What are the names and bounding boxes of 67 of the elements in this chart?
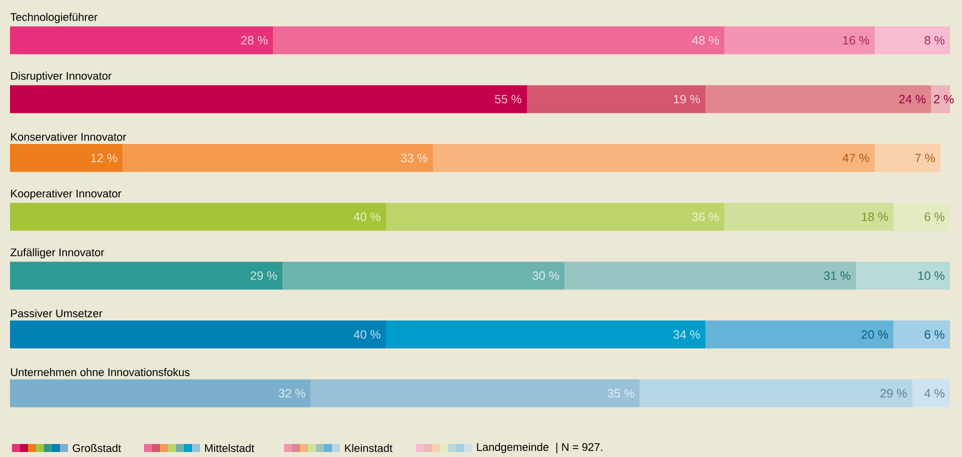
data-label: 4 % (924, 389, 944, 398)
data-label: 29 % (250, 271, 277, 280)
bar (433, 144, 875, 172)
data-label: 18 % (862, 212, 888, 222)
bar (273, 26, 724, 54)
data-label: 36 % (692, 212, 719, 222)
data-label: 40 % (354, 212, 380, 222)
bar (874, 144, 941, 172)
data-label: 34 % (674, 330, 700, 339)
data-label: 20 % (862, 330, 888, 339)
bar (122, 144, 434, 172)
data-label: 55 % (494, 94, 522, 104)
bar (706, 320, 894, 348)
bar (10, 202, 386, 231)
data-label: 7 % (915, 154, 935, 162)
bar (10, 144, 123, 172)
data-label: 47 % (842, 154, 870, 162)
data-label: 48 % (692, 36, 719, 45)
bar (894, 320, 950, 348)
text: | N = 927. (556, 442, 602, 454)
bar (386, 320, 706, 348)
bar (386, 202, 724, 231)
y-tick-label: Zufälliger Innovator (10, 248, 104, 258)
data-label: 12 % (91, 154, 118, 162)
data-label: 35 % (608, 389, 634, 398)
bar (282, 262, 565, 290)
bar (564, 262, 856, 290)
y-tick-label: Konservativer Innovator (11, 132, 126, 141)
bar (724, 26, 875, 54)
y-tick-label: Unternehmen ohne Innovationsfokus (11, 368, 190, 376)
legend-label: Landgemeinde (477, 442, 548, 454)
bar (310, 379, 640, 408)
bar (724, 202, 894, 231)
bar (10, 26, 274, 54)
bar (10, 379, 311, 408)
legend-label: Kleinstadt (345, 444, 392, 452)
data-label: 28 % (241, 36, 268, 45)
legend-label: Mittelstadt (205, 444, 254, 452)
data-label: 6 % (924, 330, 944, 339)
data-label: 32 % (278, 389, 306, 398)
bar (527, 85, 706, 114)
bar (912, 379, 950, 408)
y-tick-label: Kooperativer Innovator (11, 189, 122, 200)
data-label: 24 % (899, 94, 926, 104)
y-tick-label: Passiver Umsetzer (11, 309, 102, 318)
data-label: 29 % (880, 389, 907, 398)
data-label: 8 % (924, 36, 944, 45)
data-label: 30 % (532, 271, 559, 280)
data-label: 33 % (400, 154, 428, 162)
legend-label: Großstadt (72, 444, 122, 452)
data-label: 16 % (843, 36, 870, 45)
bar (10, 320, 386, 348)
data-label: 10 % (918, 271, 944, 280)
data-label: 2 % (934, 94, 954, 104)
bar (894, 202, 950, 231)
y-tick-label: Technologieführer (10, 12, 98, 24)
data-label: 40 % (354, 330, 380, 339)
bar (640, 379, 912, 408)
data-label: 19 % (674, 94, 700, 104)
data-label: 31 % (824, 271, 850, 280)
bar (706, 85, 932, 114)
y-tick-label: Disruptiver Innovator (11, 72, 112, 82)
bar (856, 262, 950, 290)
bar (874, 26, 950, 54)
bar (10, 85, 528, 114)
data-label: 6 % (924, 212, 944, 222)
bar (10, 262, 283, 290)
